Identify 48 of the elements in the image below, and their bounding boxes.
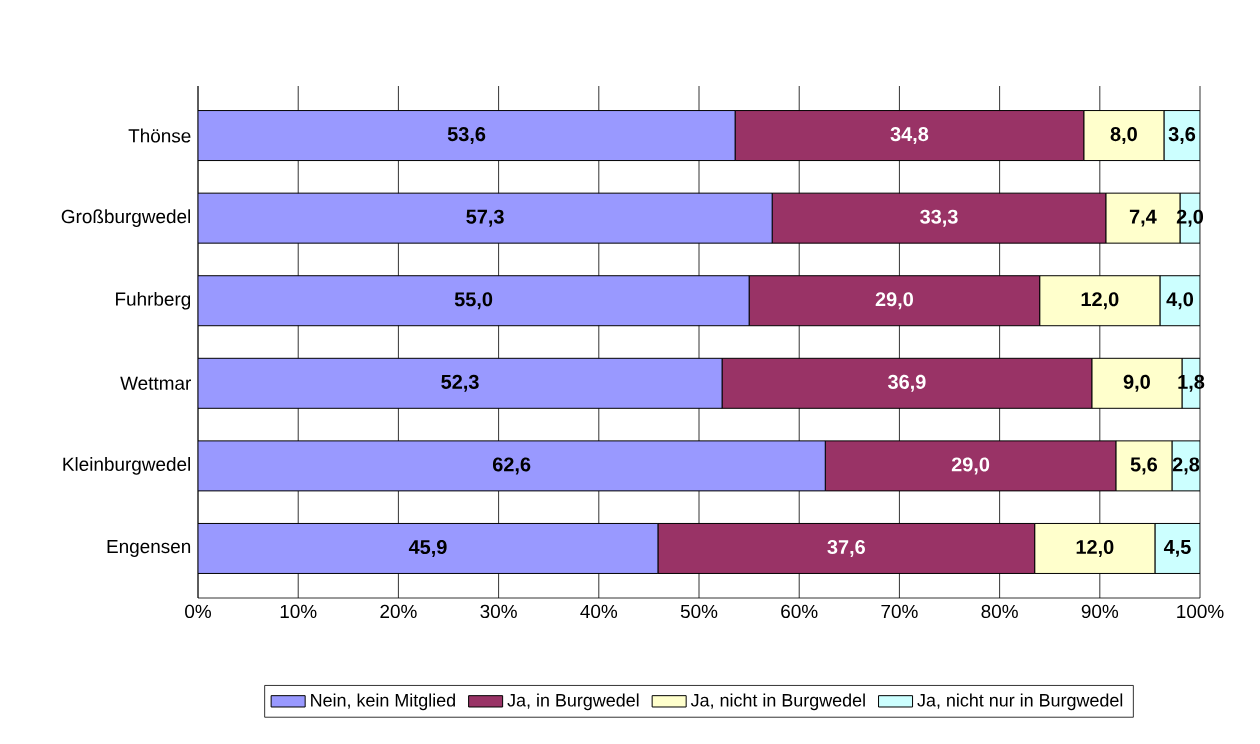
data-label: 8,0	[1110, 127, 1137, 145]
y-tick-label: Fuhrberg	[116, 291, 191, 310]
x-tick-label: 80%	[981, 604, 1018, 619]
data-label: 3,6	[1168, 127, 1196, 145]
data-label: 12,0	[1076, 539, 1114, 557]
bar	[198, 440, 826, 492]
data-label: 4,5	[1163, 540, 1191, 557]
data-label: 4,0	[1166, 292, 1194, 310]
data-label: 45,9	[408, 539, 447, 557]
data-label: 5,6	[1130, 457, 1158, 475]
data-label: 37,6	[827, 539, 865, 557]
y-tick-label: Wettmar	[120, 376, 191, 390]
x-tick-label: 30%	[480, 604, 517, 619]
data-label: 57,3	[466, 209, 504, 227]
x-tick-label: 20%	[380, 604, 417, 619]
x-tick-label: 40%	[580, 604, 618, 619]
x-tick-label: 50%	[680, 604, 718, 619]
y-tick-label: Engensen	[107, 539, 191, 557]
bar	[198, 275, 750, 327]
legend-label: Nein, kein Mitglied	[311, 693, 455, 711]
legend-label: Ja, in Burgwedel	[507, 693, 639, 711]
data-label: 62,6	[492, 457, 531, 475]
x-tick-label: 60%	[781, 604, 818, 619]
data-label: 7,4	[1129, 209, 1157, 227]
x-tick-label: 0%	[185, 604, 211, 619]
x-tick-label: 100%	[1177, 604, 1224, 619]
data-label: 55,0	[454, 292, 493, 310]
x-tick-label: 70%	[881, 604, 918, 619]
data-label: 34,8	[890, 127, 929, 145]
bar	[198, 357, 723, 409]
legend-label: Ja, nicht in Burgwedel	[690, 693, 865, 711]
data-label: 29,0	[875, 292, 913, 310]
data-label: 52,3	[441, 374, 479, 392]
data-label: 36,9	[888, 374, 926, 392]
data-label: 29,0	[951, 457, 990, 475]
y-tick-label: Thönse	[128, 128, 191, 143]
data-label: 9,0	[1123, 374, 1150, 392]
y-tick-label: Großburgwedel	[61, 209, 191, 227]
data-label: 12,0	[1081, 292, 1119, 310]
x-tick-label: 10%	[280, 604, 317, 619]
y-tick-label: Kleinburgwedel	[63, 457, 190, 475]
data-label: 33,3	[920, 209, 958, 227]
data-label: 53,6	[447, 127, 486, 145]
bar	[198, 522, 659, 574]
bar	[198, 110, 736, 162]
bar	[198, 192, 773, 244]
x-tick-label: 90%	[1081, 604, 1119, 619]
legend-label: Ja, nicht nur in Burgwedel	[917, 693, 1123, 711]
